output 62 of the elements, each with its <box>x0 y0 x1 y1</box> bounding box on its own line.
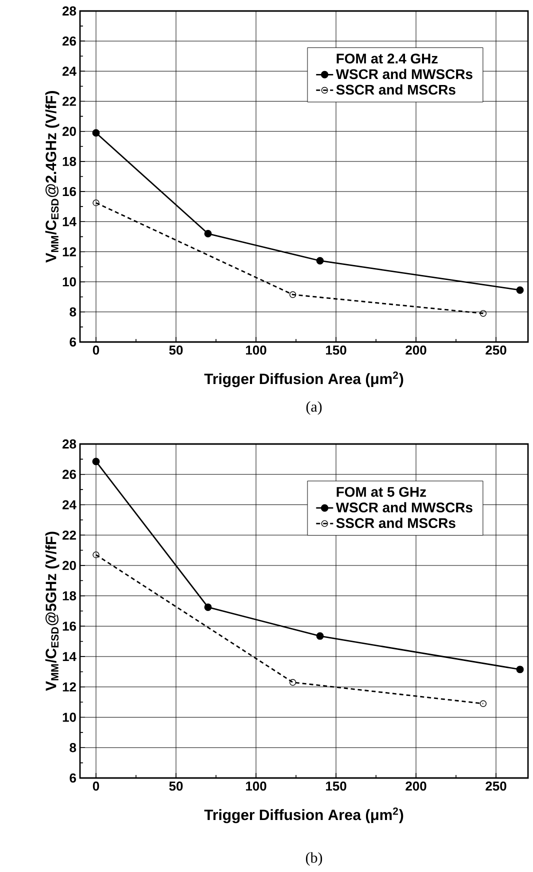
y-axis-title: V$_{MM}$/C$_{ESD}$@5GHz (V/fF) <box>45 532 60 691</box>
y-tick-label: 8 <box>70 307 76 316</box>
point <box>480 700 487 707</box>
x-tick-label: 100 <box>246 782 266 791</box>
y-tick-label: 22 <box>62 530 76 540</box>
x-tick-label: 100 <box>246 346 266 355</box>
point <box>516 666 524 674</box>
x-tick-label: 200 <box>406 782 426 791</box>
y-tick-label: 6 <box>70 337 76 347</box>
point <box>92 129 100 137</box>
x-tick-label: 50 <box>169 782 183 791</box>
x-tick-label: 0 <box>92 782 100 791</box>
y-tick-label: 26 <box>62 36 76 46</box>
y-tick-label: 14 <box>62 652 76 661</box>
point <box>92 551 100 558</box>
legend-title: FOM at 5 GHz <box>336 486 426 497</box>
legend-label: SSCR and MSCRs <box>336 84 456 95</box>
y-tick-label: 16 <box>62 186 76 196</box>
point <box>92 458 100 466</box>
x-tick-label: 250 <box>486 346 506 355</box>
x-axis-title: Trigger Diffusion Area (μm$^{2}$) <box>204 808 404 824</box>
y-tick-label: 18 <box>62 591 76 600</box>
x-tick-label: 150 <box>326 346 346 355</box>
legend-title: FOM at 2.4 GHz <box>336 54 438 64</box>
y-tick-label: 10 <box>62 277 76 286</box>
y-tick-label: 14 <box>62 217 76 226</box>
y-tick-label: 6 <box>70 773 76 783</box>
point <box>204 230 212 238</box>
y-tick-label: 24 <box>62 500 76 510</box>
point <box>516 286 524 294</box>
y-tick-label: 12 <box>62 682 76 692</box>
y-tick-label: 18 <box>62 156 76 166</box>
legend-label: WSCR and MWSCRs <box>336 502 472 512</box>
y-tick-label: 26 <box>62 470 76 479</box>
y-tick-label: 28 <box>62 6 76 16</box>
y-tick-label: 10 <box>62 712 76 722</box>
text: (b) <box>306 852 322 866</box>
point <box>204 603 212 611</box>
y-tick-label: 20 <box>62 126 76 136</box>
legend-label: SSCR and MSCRs <box>336 518 456 528</box>
x-tick-label: 50 <box>169 346 183 355</box>
point <box>316 632 324 640</box>
y-tick-label: 12 <box>62 247 76 256</box>
y-tick-label: 20 <box>62 560 76 570</box>
x-axis-title: Trigger Diffusion Area (μm$^{2}$) <box>204 371 404 388</box>
y-tick-label: 16 <box>62 622 76 631</box>
y-tick-label: 28 <box>62 439 76 449</box>
point <box>480 310 487 317</box>
point <box>289 291 296 298</box>
y-axis-title: V$_{MM}$/C$_{ESD}$@2.4GHz (V/fF) <box>45 91 60 263</box>
x-tick-label: 200 <box>406 346 426 355</box>
x-tick-label: 250 <box>486 782 506 791</box>
y-tick-label: 24 <box>62 66 76 76</box>
x-tick-label: 0 <box>92 346 100 355</box>
text: (a) <box>306 401 322 415</box>
x-tick-label: 150 <box>326 782 346 791</box>
legend-label: WSCR and MWSCRs <box>336 68 472 80</box>
point <box>289 679 296 686</box>
y-tick-label: 8 <box>70 743 76 752</box>
point <box>92 199 100 206</box>
point <box>316 257 324 264</box>
y-tick-label: 22 <box>62 96 76 106</box>
